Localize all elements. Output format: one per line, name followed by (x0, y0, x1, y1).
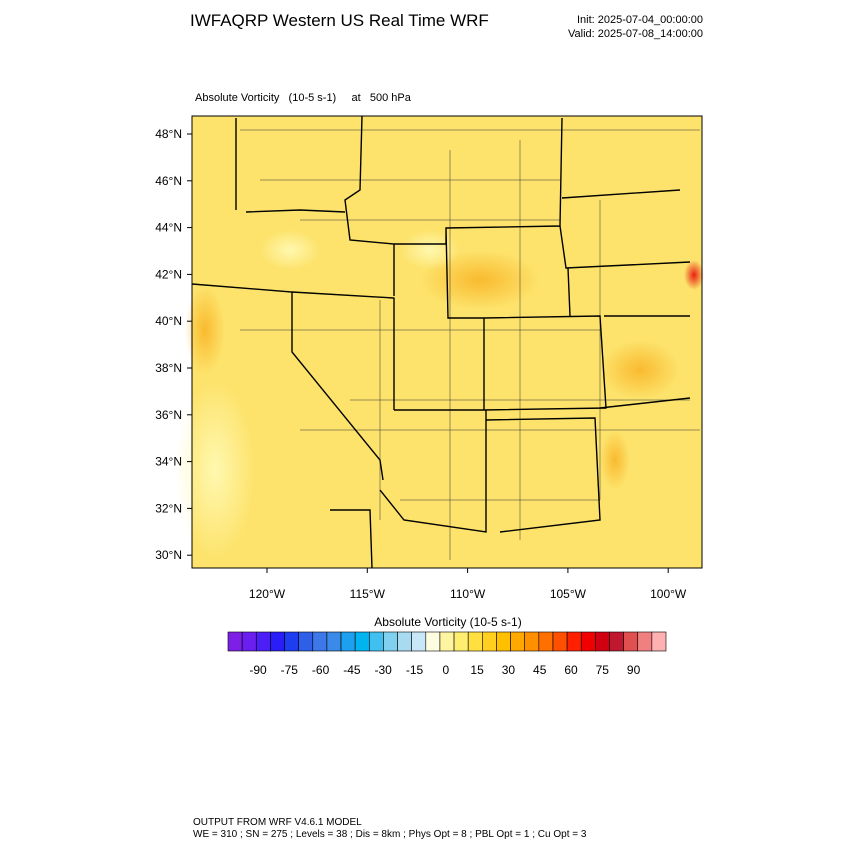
lat-label: 30°N (155, 548, 182, 562)
lon-label: 115°W (350, 587, 386, 601)
colorbar-swatch (467, 631, 483, 652)
colorbar-swatch (227, 631, 243, 652)
lon-label: 110°W (450, 587, 486, 601)
lat-label: 34°N (155, 455, 182, 469)
colorbar-swatch (651, 631, 667, 652)
colorbar-label: 75 (596, 663, 610, 677)
colorbar-swatch (524, 631, 540, 652)
lon-label: 105°W (550, 587, 587, 601)
colorbar-label: -15 (406, 663, 424, 677)
valid-time: Valid: 2025-07-08_14:00:00 (568, 28, 703, 40)
subtitle: Absolute Vorticity (10-5 s-1) at 500 hPa (195, 92, 412, 104)
colorbar-label: 45 (533, 663, 547, 677)
lat-label: 44°N (155, 221, 182, 235)
lat-label: 36°N (155, 408, 182, 422)
colorbar-swatch (496, 631, 511, 652)
colorbar-swatch (340, 631, 356, 652)
colorbar-swatch (298, 631, 314, 652)
map (175, 115, 704, 569)
colorbar-label: 15 (470, 663, 484, 677)
colorbar-swatch (552, 631, 568, 652)
colorbar-swatch (595, 631, 610, 652)
colorbar-swatch (637, 631, 653, 652)
colorbar (227, 631, 667, 652)
init-time: Init: 2025-07-04_00:00:00 (577, 14, 703, 26)
colorbar-label: -30 (375, 663, 393, 677)
colorbar-label: 60 (564, 663, 578, 677)
colorbar-swatch (580, 631, 596, 652)
title: IWFAQRP Western US Real Time WRF (190, 11, 489, 30)
lat-label: 32°N (155, 501, 182, 515)
colorbar-swatch (255, 631, 271, 652)
colorbar-label: -75 (281, 663, 299, 677)
lat-label: 42°N (155, 267, 182, 281)
colorbar-label: -60 (312, 663, 330, 677)
colorbar-swatch (354, 631, 370, 652)
colorbar-swatch (284, 631, 299, 652)
colorbar-swatch (326, 631, 342, 652)
colorbar-label: 0 (442, 663, 449, 677)
colorbar-label: -90 (249, 663, 267, 677)
colorbar-swatch (439, 631, 455, 652)
colorbar-label: -45 (343, 663, 361, 677)
colorbar-swatch (383, 631, 398, 652)
lat-label: 38°N (155, 361, 182, 375)
colorbar-label: 30 (502, 663, 516, 677)
colorbar-swatch (312, 631, 328, 652)
footer-line: WE = 310 ; SN = 275 ; Levels = 38 ; Dis … (193, 829, 587, 840)
colorbar-swatch (397, 631, 412, 652)
lon-label: 120°W (249, 587, 286, 601)
lat-label: 46°N (155, 174, 182, 188)
colorbar-swatch (538, 631, 554, 652)
colorbar-swatch (368, 631, 384, 652)
colorbar-swatch (609, 631, 624, 652)
colorbar-swatch (241, 631, 257, 652)
lat-label: 48°N (155, 127, 182, 141)
colorbar-swatch (566, 631, 582, 652)
lat-labels: 48°N 46°N 44°N 42°N 40°N 38°N 36°N 34°N 32°N 30°N (155, 127, 192, 562)
colorbar-swatch (270, 631, 285, 652)
colorbar-swatch (623, 631, 639, 652)
lat-label: 40°N (155, 314, 182, 328)
colorbar-title: Absolute Vorticity (10-5 s-1) (374, 615, 521, 629)
footer-line: OUTPUT FROM WRF V4.6.1 MODEL (193, 817, 362, 828)
lon-labels: 120°W 115°W 110°W 105°W 100°W (249, 568, 687, 601)
colorbar-swatch (411, 631, 427, 652)
colorbar-swatch (482, 631, 497, 652)
lon-label: 100°W (650, 587, 687, 601)
colorbar-label: 90 (627, 663, 641, 677)
colorbar-swatch (425, 631, 441, 652)
colorbar-swatch (453, 631, 469, 652)
colorbar-swatch (510, 631, 526, 652)
colorbar-labels: -90 -75 -60 -45 -30 -15 0 15 30 45 60 75 90 (249, 663, 640, 677)
